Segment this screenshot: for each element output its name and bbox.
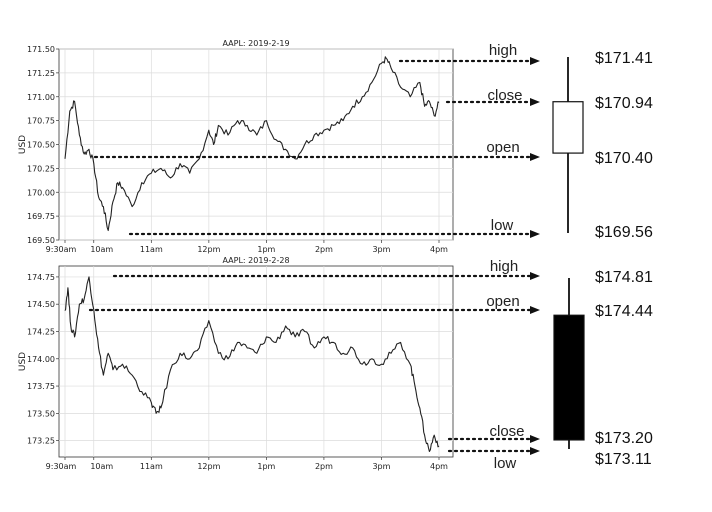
x-tick-label: 3pm (372, 245, 390, 254)
price-line (64, 56, 440, 232)
x-tick-label: 4pm (430, 245, 448, 254)
x-tick-label: 3pm (372, 462, 390, 471)
x-tick-label: 1pm (257, 462, 275, 471)
price-label-high: $174.81 (595, 269, 653, 286)
price-label-open: $170.40 (595, 150, 653, 167)
x-tick-label: 10am (90, 245, 113, 254)
chart-title: AAPL: 2019-2-19 (222, 39, 289, 48)
x-tick-label: 11am (140, 462, 163, 471)
x-tick-label: 12pm (197, 462, 220, 471)
y-tick-label: 173.75 (27, 382, 55, 391)
price-line (64, 276, 440, 453)
chart-panel-2: 173.25 173.50 173.75 174.00 174.25 174.50 174.… (18, 256, 653, 472)
x-tick-label: 9:30am (46, 245, 77, 254)
x-tick-label: 1pm (257, 245, 275, 254)
price-label-open: $174.44 (595, 303, 653, 320)
y-tick-label: 174.00 (27, 355, 55, 364)
y-tick-label: 174.75 (27, 273, 55, 282)
y-tick-label: 169.50 (27, 236, 55, 245)
price-label-low: $169.56 (595, 224, 653, 241)
arrowhead-open (530, 153, 540, 161)
y-tick-label: 170.75 (27, 117, 55, 126)
arrowhead-close (530, 98, 540, 106)
arrowhead-low (530, 230, 540, 238)
annotation-label-close: close (487, 87, 522, 104)
candle-body (552, 101, 584, 154)
x-tick-label: 10am (90, 462, 113, 471)
arrowhead-high (530, 57, 540, 65)
price-label-close: $170.94 (595, 95, 653, 112)
annotation-label-high: high (489, 42, 517, 59)
x-tick-label: 9:30am (46, 462, 77, 471)
x-tick-label: 2pm (315, 462, 333, 471)
y-tick-label: 173.50 (27, 409, 55, 418)
price-label-high: $171.41 (595, 50, 653, 67)
y-tick-label: 174.50 (27, 300, 55, 309)
annotation-label-close: close (489, 423, 524, 440)
price-label-low: $173.11 (595, 451, 652, 468)
x-tick-label: 11am (140, 245, 163, 254)
y-axis-label: USD (18, 135, 28, 154)
y-axis-label: USD (18, 352, 28, 371)
x-tick-label: 12pm (197, 245, 220, 254)
annotation-label-open: open (486, 293, 519, 310)
arrowhead-high (530, 272, 540, 280)
y-tick-label: 171.50 (27, 45, 55, 54)
annotation-label-open: open (486, 139, 519, 156)
price-label-close: $173.20 (595, 430, 653, 447)
x-tick-label: 2pm (315, 245, 333, 254)
annotation-label-low: low (491, 217, 514, 234)
candle-body (553, 314, 585, 441)
y-tick-label: 170.25 (27, 164, 55, 173)
annotation-label-high: high (490, 258, 518, 275)
annotation-label-low: low (494, 455, 517, 472)
arrowhead-open (530, 306, 540, 314)
chart-panel-1: 169.50 169.75 170.00 170.25 170.50 170.75 171.… (18, 39, 653, 254)
chart-title: AAPL: 2019-2-28 (222, 256, 289, 265)
x-tick-label: 4pm (430, 462, 448, 471)
y-tick-label: 169.75 (27, 212, 55, 221)
arrowhead-close (530, 435, 540, 443)
y-tick-label: 171.25 (27, 69, 55, 78)
plot-area (58, 265, 454, 458)
arrowhead-low (530, 447, 540, 455)
y-tick-label: 171.00 (27, 93, 55, 102)
y-tick-label: 173.25 (27, 437, 55, 446)
y-tick-label: 170.50 (27, 141, 55, 150)
y-tick-label: 174.25 (27, 327, 55, 336)
y-tick-label: 170.00 (27, 188, 55, 197)
